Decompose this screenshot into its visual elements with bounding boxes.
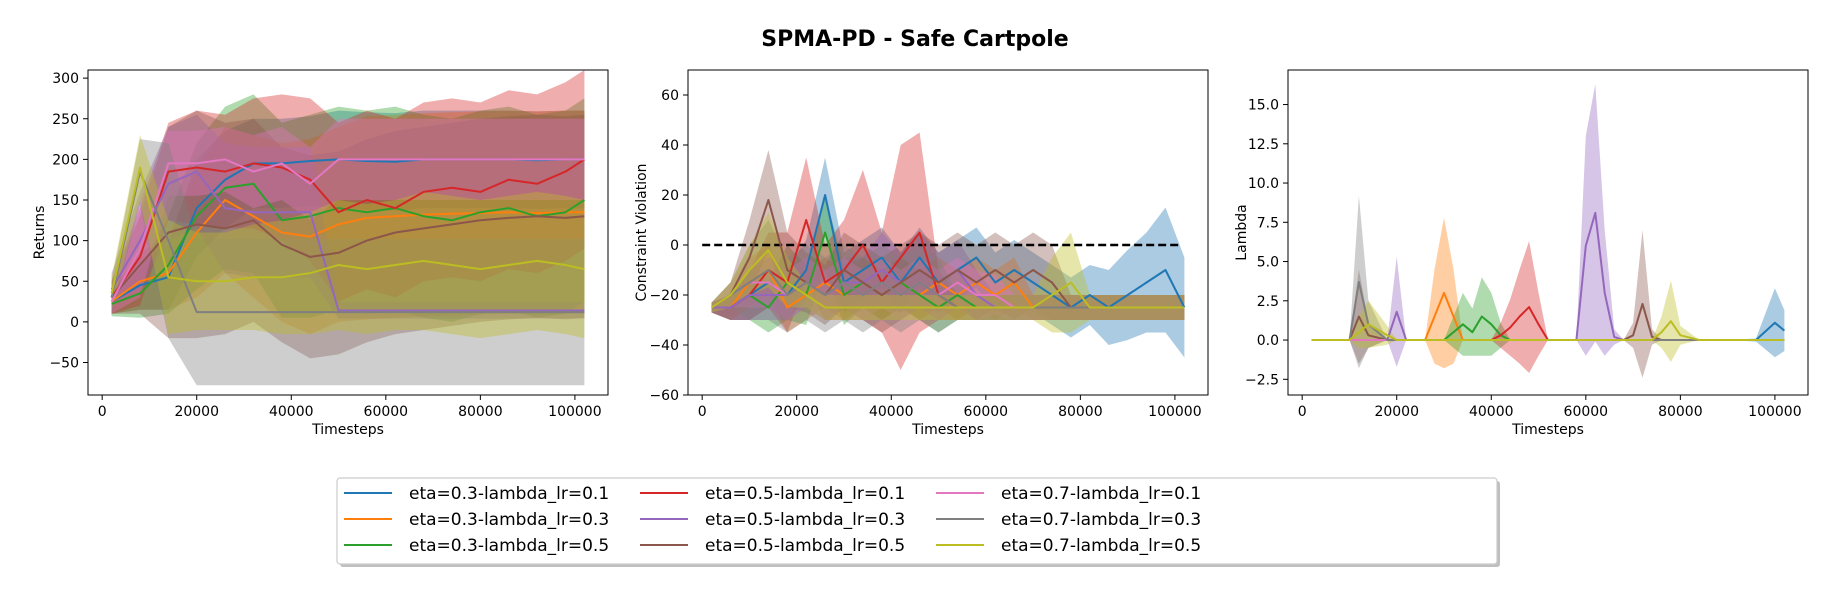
x-tick-label: 0 xyxy=(1298,404,1307,420)
legend-label: eta=0.5-lambda_lr=0.3 xyxy=(705,510,905,530)
lambda-axes-frame xyxy=(1287,69,1809,396)
x-tick-label: 60000 xyxy=(1564,404,1609,420)
legend-items: eta=0.3-lambda_lr=0.1 eta=0.3-lambda_lr=0… xyxy=(344,484,1201,556)
series-line xyxy=(1311,320,1785,341)
series-band xyxy=(1311,241,1785,373)
series-band xyxy=(111,110,585,359)
y-tick-label: 15.0 xyxy=(1248,98,1279,114)
y-tick-label: 150 xyxy=(52,193,79,209)
constraint-violation-y-axis-label: Constraint Violation xyxy=(634,163,650,301)
y-tick-label: 0.0 xyxy=(1257,333,1279,349)
returns-y-axis-label: Returns xyxy=(32,206,48,260)
y-tick-label: −2.5 xyxy=(1245,372,1279,388)
y-tick-label: −20 xyxy=(649,288,679,304)
series-line xyxy=(110,215,585,299)
lambda-panel: 0 20000 40000 60000 80000 100000 −2.5 0.0 2.5 5.0… xyxy=(1234,69,1809,438)
lambda-y-axis-label: Lambda xyxy=(1234,204,1250,260)
legend-label: eta=0.7-lambda_lr=0.1 xyxy=(1001,484,1201,504)
y-tick-label: −50 xyxy=(49,356,79,372)
series-band xyxy=(711,195,1185,333)
legend-label: eta=0.7-lambda_lr=0.3 xyxy=(1001,510,1201,530)
series-band xyxy=(111,114,585,319)
y-tick-label: 40 xyxy=(661,138,679,154)
y-tick-label: 60 xyxy=(661,88,679,104)
legend-frame xyxy=(336,477,1498,565)
series-band xyxy=(1311,217,1785,369)
y-tick-label: 300 xyxy=(52,71,79,87)
x-tick-label: 80000 xyxy=(1658,404,1703,420)
series-band xyxy=(711,150,1185,333)
y-tick-label: 200 xyxy=(52,152,79,168)
x-tick-label: 100000 xyxy=(548,404,601,420)
x-tick-label: 20000 xyxy=(774,404,819,420)
x-tick-label: 60000 xyxy=(964,404,1009,420)
y-tick-label: 0 xyxy=(70,315,79,331)
legend-label: eta=0.5-lambda_lr=0.5 xyxy=(705,536,905,556)
series-band xyxy=(1311,230,1785,378)
y-tick-label: 5.0 xyxy=(1257,255,1279,271)
series-band xyxy=(111,70,585,314)
legend: eta=0.3-lambda_lr=0.1 eta=0.3-lambda_lr=0… xyxy=(336,477,1500,567)
series-line xyxy=(110,170,585,314)
y-tick-label: 10.0 xyxy=(1248,176,1279,192)
y-tick-label: 50 xyxy=(61,274,79,290)
series-band xyxy=(111,118,585,314)
x-tick-label: 80000 xyxy=(458,404,503,420)
y-tick-label: −60 xyxy=(649,388,679,404)
series-band xyxy=(111,135,585,339)
x-tick-label: 60000 xyxy=(364,404,409,420)
legend-label: eta=0.5-lambda_lr=0.1 xyxy=(705,484,905,504)
y-tick-label: 250 xyxy=(52,112,79,128)
x-tick-label: 0 xyxy=(98,404,107,420)
series-band xyxy=(1311,280,1785,362)
legend-label: eta=0.7-lambda_lr=0.5 xyxy=(1001,536,1201,556)
constraint-violation-axes-frame xyxy=(687,69,1209,396)
lambda-plot-area xyxy=(1311,84,1786,378)
series-line xyxy=(110,170,585,312)
x-tick-label: 40000 xyxy=(869,404,914,420)
legend-label: eta=0.3-lambda_lr=0.3 xyxy=(409,510,609,530)
lambda-x-axis-label: Timesteps xyxy=(1511,422,1584,438)
returns-axes-frame xyxy=(87,69,609,396)
x-tick-label: 40000 xyxy=(1469,404,1514,420)
x-tick-label: 20000 xyxy=(174,404,219,420)
returns-panel: 0 20000 40000 60000 80000 100000 −50 0 50 100 150 2… xyxy=(32,69,609,438)
series-band xyxy=(1311,195,1785,369)
constraint-violation-x-axis-label: Timesteps xyxy=(911,422,984,438)
series-line xyxy=(110,166,585,294)
legend-label: eta=0.3-lambda_lr=0.1 xyxy=(409,484,609,504)
returns-x-axis-label: Timesteps xyxy=(311,422,384,438)
series-line xyxy=(111,182,585,305)
series-line xyxy=(111,199,585,303)
x-tick-label: 80000 xyxy=(1058,404,1103,420)
y-tick-label: 20 xyxy=(661,188,679,204)
y-tick-label: 100 xyxy=(52,234,79,250)
legend-label: eta=0.3-lambda_lr=0.5 xyxy=(409,536,609,556)
y-tick-label: 12.5 xyxy=(1248,137,1279,153)
x-tick-label: 20000 xyxy=(1374,404,1419,420)
y-tick-label: 2.5 xyxy=(1257,294,1279,310)
y-tick-label: 7.5 xyxy=(1257,215,1279,231)
series-line xyxy=(110,158,585,303)
figure-title: SPMA-PD - Safe Cartpole xyxy=(761,27,1068,52)
x-tick-label: 100000 xyxy=(1748,404,1801,420)
constraint-violation-panel: 0 20000 40000 60000 80000 100000 −60 −40 −20 0 20 4… xyxy=(634,69,1209,438)
x-tick-label: 100000 xyxy=(1148,404,1201,420)
series-band xyxy=(111,139,585,386)
x-tick-label: 40000 xyxy=(269,404,314,420)
series-line xyxy=(711,249,1185,309)
x-tick-label: 0 xyxy=(698,404,707,420)
series-band xyxy=(711,132,1185,370)
constraint-violation-plot-area xyxy=(702,132,1186,370)
y-tick-label: 0 xyxy=(670,238,679,254)
returns-plot-area xyxy=(110,70,585,386)
series-line xyxy=(110,158,585,299)
y-tick-label: −40 xyxy=(649,338,679,354)
